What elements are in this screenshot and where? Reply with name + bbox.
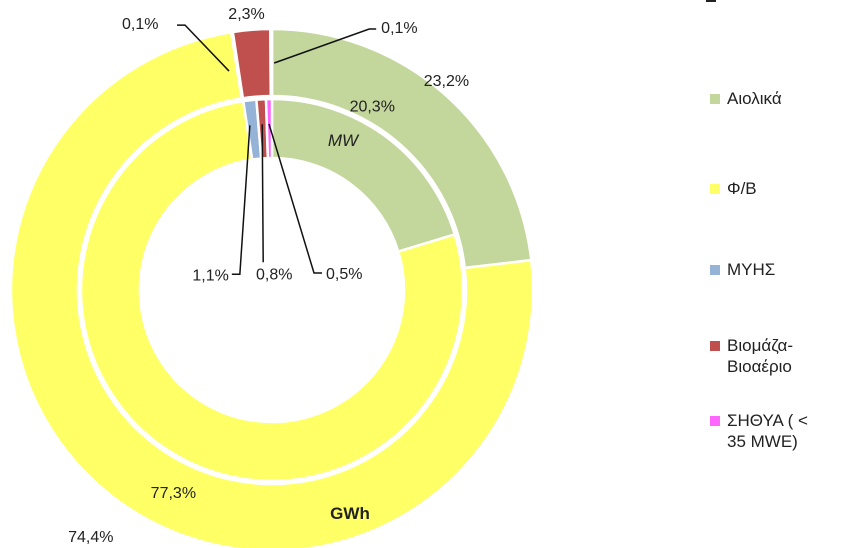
leader-outer-2 (177, 24, 230, 72)
outer-slice-σηθυα-35-mwe (269, 27, 274, 98)
legend-label: Βιομάζα- Βιοαέριο (727, 336, 794, 376)
legend-item-μυης: ΜΥΗΣ (710, 259, 775, 280)
outer-ring-gwh (9, 27, 535, 548)
legend-item-αιολικά: Αιολικά (710, 88, 782, 109)
legend-swatch (710, 184, 720, 194)
leader-outer-4 (273, 28, 377, 64)
leader-inner-2 (231, 125, 251, 276)
inner-label-2: 1,1% (192, 267, 228, 284)
legend-item-σηθυα-35-mwe: ΣΗΘΥΑ ( < 35 MWE) (710, 410, 808, 452)
legend-top-dash (706, 0, 716, 2)
inner-ring-series-label: MW (328, 131, 360, 150)
leader-inner-4 (268, 123, 322, 274)
legend-item-φ-β: Φ/Β (710, 178, 757, 199)
inner-label-1: 77,3% (151, 485, 196, 502)
inner-slice-φ-β (79, 99, 465, 483)
outer-slice-φ-β (9, 30, 535, 548)
legend-item-βιομάζα-βιοαέριο: Βιομάζα- Βιοαέριο (710, 335, 793, 377)
legend-swatch (710, 341, 720, 351)
inner-slice-σηθυα-35-mwe (264, 97, 274, 160)
leader-inner-3 (261, 124, 264, 263)
outer-label-0: 23,2% (424, 73, 469, 90)
legend-swatch (710, 94, 720, 104)
legend-label: ΜΥΗΣ (727, 260, 776, 279)
legend-swatch (710, 265, 720, 275)
inner-label-3: 0,8% (256, 266, 292, 283)
legend-label: ΣΗΘΥΑ ( < 35 MWE) (727, 411, 808, 451)
legend-label: Φ/Β (727, 179, 757, 198)
legend-swatch (710, 416, 720, 426)
legend-label: Αιολικά (727, 89, 782, 108)
outer-label-2: 0,1% (122, 16, 158, 33)
leader-lines (177, 24, 377, 276)
data-labels: 23,2% 20,3% 74,4% 77,3% 0,1% 2,3% 0,1% 1,1% 0,8%… (68, 6, 469, 546)
outer-ring-series-label: GWh (330, 504, 370, 523)
outer-label-4: 0,1% (381, 20, 417, 37)
outer-label-3: 2,3% (228, 6, 264, 23)
legend: Αιολικά Φ/Β ΜΥΗΣ Βιομάζα- Βιοαέριο ΣΗΘΥΑ ( <… (710, 0, 862, 548)
inner-ring-mw (79, 97, 465, 483)
inner-label-0: 20,3% (350, 98, 395, 115)
inner-label-4: 0,5% (326, 266, 362, 283)
outer-label-1: 74,4% (68, 529, 113, 546)
